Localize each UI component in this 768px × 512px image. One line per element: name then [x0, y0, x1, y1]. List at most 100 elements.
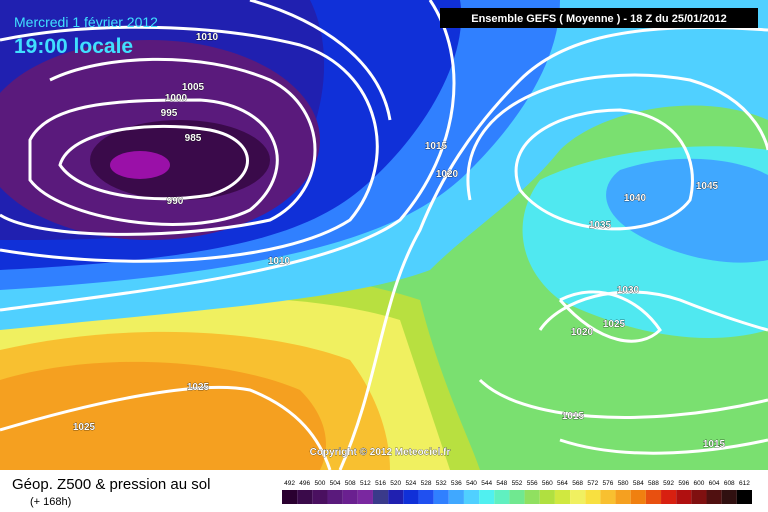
copyright: Copyright © 2012 Meteociel.fr: [310, 447, 451, 458]
legend-swatch: [524, 490, 540, 504]
isobar-label: 1040: [624, 193, 647, 204]
isobar: [478, 378, 768, 419]
legend-label: 596: [678, 480, 689, 487]
legend-swatch: [372, 490, 389, 504]
isobar: [338, 25, 768, 471]
model-info: Ensemble GEFS ( Moyenne ) - 18 Z du 25/0…: [471, 13, 727, 25]
isobar-label: 985: [185, 133, 202, 144]
legend-label: 508: [345, 480, 356, 487]
legend-label: 528: [421, 480, 432, 487]
legend-swatch: [357, 490, 373, 504]
legend-label: 604: [709, 480, 720, 487]
isobar: [0, 385, 332, 471]
legend-swatch: [282, 490, 298, 504]
legend-swatch: [494, 490, 510, 504]
legend-label: 568: [572, 480, 583, 487]
isobar-label: 1025: [73, 422, 96, 433]
legend-label: 496: [299, 480, 310, 487]
isobar-label: 1020: [436, 169, 459, 180]
isobars: [0, 0, 768, 471]
isobar: [0, 57, 317, 236]
isobar: [538, 290, 768, 332]
legend-swatch: [433, 490, 449, 504]
model-box: [440, 8, 758, 28]
legend-swatch: [448, 490, 464, 504]
legend-swatch: [706, 490, 722, 504]
isobar: [28, 98, 279, 226]
isobar: [58, 124, 249, 201]
isobar: [0, 0, 456, 312]
legend-label: 544: [481, 480, 492, 487]
isobar-label: 1045: [696, 181, 719, 192]
legend-label: 560: [542, 480, 553, 487]
isobar-label: 1020: [571, 327, 594, 338]
legend-label: 556: [527, 480, 538, 487]
legend-label: 588: [648, 480, 659, 487]
legend-label: 540: [466, 480, 477, 487]
isobar: [559, 438, 768, 455]
footer-title: Géop. Z500 & pression au sol: [12, 476, 210, 493]
legend-label: 600: [694, 480, 705, 487]
legend-swatch: [297, 490, 313, 504]
isobar-label: 1025: [187, 382, 210, 393]
isobar-label: 1015: [562, 411, 585, 422]
footer-lead: (+ 168h): [30, 496, 71, 508]
legend-label: 592: [663, 480, 674, 487]
legend-label: 580: [618, 480, 629, 487]
legend-label: 520: [390, 480, 401, 487]
legend-label: 552: [512, 480, 523, 487]
legend-label: 576: [603, 480, 614, 487]
legend-swatch: [403, 490, 419, 504]
isobar: [514, 108, 694, 231]
legend-label: 524: [405, 480, 416, 487]
legend-swatch: [630, 490, 646, 504]
isobar-label: 1000: [165, 93, 188, 104]
isobar-label: 1030: [617, 285, 640, 296]
legend-swatch: [600, 490, 616, 504]
legend-swatch: [388, 490, 404, 504]
legend-swatch: [539, 490, 555, 504]
legend-swatch: [691, 490, 707, 504]
legend-swatch: [570, 490, 586, 504]
isobar-label: 1005: [182, 82, 205, 93]
isobar-label: 1015: [425, 141, 448, 152]
field-darkpurple: [90, 120, 270, 200]
legend-label: 504: [330, 480, 341, 487]
legend-label: 608: [724, 480, 735, 487]
legend-swatch: [661, 490, 677, 504]
legend-label: 572: [587, 480, 598, 487]
date: Mercredi 1 février 2012: [14, 14, 158, 30]
isobar: [249, 0, 392, 121]
legend-swatch: [418, 490, 434, 504]
legend-swatch: [342, 490, 358, 504]
legend-swatch: [463, 490, 480, 504]
legend-label: 612: [739, 480, 750, 487]
legend-swatch: [554, 490, 571, 504]
isobar-label: 995: [161, 108, 178, 119]
isobar-label: 1015: [703, 439, 726, 450]
legend-label: 532: [436, 480, 447, 487]
legend-swatch: [585, 490, 601, 504]
isobar-label: 990: [167, 196, 184, 207]
legend-swatch: [312, 490, 328, 504]
legend-label: 516: [375, 480, 386, 487]
legend-label: 584: [633, 480, 644, 487]
isobar: [558, 290, 662, 343]
field-core: [110, 151, 170, 179]
isobar-label: 1010: [268, 256, 291, 267]
legend-label: 492: [284, 480, 295, 487]
isobar-label: 1025: [603, 319, 626, 330]
isobar-label: 1035: [589, 220, 612, 231]
legend-label: 564: [557, 480, 568, 487]
legend-swatch: [736, 490, 752, 504]
legend-swatch: [509, 490, 525, 504]
field-east-blue: [606, 158, 768, 263]
legend-label: 512: [360, 480, 371, 487]
legend-swatch: [721, 490, 737, 504]
legend-label: 500: [314, 480, 325, 487]
legend-swatch: [615, 490, 631, 504]
legend-swatch: [645, 490, 662, 504]
